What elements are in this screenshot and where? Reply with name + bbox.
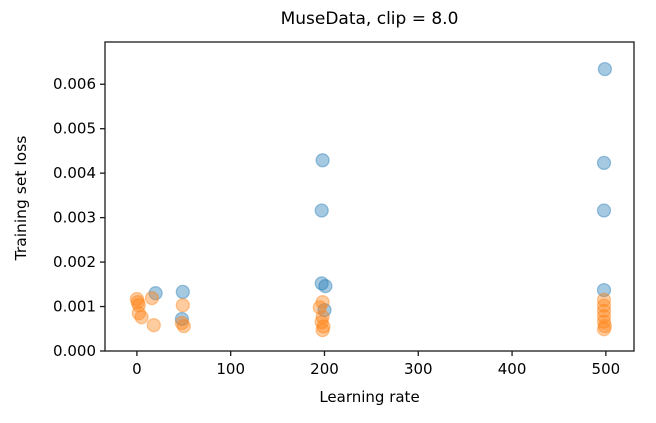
scatter-point (134, 310, 149, 325)
scatter-point (316, 319, 331, 334)
axes: 0 100 200 300 400 5000.0000.0010.0020.0030.00… (53, 41, 635, 378)
scatter-point (596, 298, 612, 313)
data-points (129, 61, 613, 338)
scatter-point (148, 286, 163, 301)
scatter-point (596, 292, 612, 308)
scatter-point (597, 318, 613, 334)
scatter-point (315, 153, 330, 168)
scatter-point (131, 306, 146, 321)
y-tick-label: 0.003 (53, 209, 96, 227)
scatter-point (144, 290, 160, 306)
scatter-point (174, 315, 190, 331)
scatter-point (596, 314, 612, 329)
scatter-point (146, 318, 161, 333)
scatter-point (314, 314, 329, 330)
scatter-point (131, 298, 146, 313)
scatter-point (315, 309, 330, 324)
scatter-point (312, 300, 327, 315)
scatter-point (596, 203, 612, 218)
y-tick-label: 0.002 (53, 253, 96, 271)
scatter-point (175, 284, 190, 300)
y-tick-label: 0.005 (53, 120, 96, 138)
scatter-point (130, 294, 145, 310)
scatter-point (596, 155, 612, 171)
scatter-point (596, 282, 612, 298)
scatter-point (174, 311, 190, 327)
x-tick-label: 100 (216, 360, 245, 378)
scatter-point (596, 322, 612, 337)
x-tick-label: 0 (132, 360, 142, 378)
scatter-point (596, 303, 612, 319)
orange-series (129, 290, 613, 338)
x-tick-label: 300 (404, 360, 433, 378)
scatter-point (315, 322, 330, 338)
scatter-point (129, 291, 145, 307)
scatter-point (314, 203, 329, 218)
x-tick-label: 400 (498, 360, 527, 378)
scatter-point (318, 278, 333, 294)
x-tick-label: 500 (592, 360, 621, 378)
y-tick-label: 0.000 (53, 342, 96, 360)
scatter-point (176, 318, 191, 334)
scatter-point (315, 294, 330, 310)
scatter-point (597, 61, 613, 77)
x-axis-label: Learning rate (319, 388, 420, 406)
plot-spines (104, 41, 635, 352)
scatter-point (175, 298, 190, 313)
chart-title: MuseData, clip = 8.0 (280, 9, 459, 29)
scatter-point (317, 302, 332, 318)
scatter-point (596, 309, 612, 324)
y-tick-label: 0.006 (53, 75, 96, 93)
y-tick-label: 0.004 (53, 164, 96, 182)
y-axis-ticks: 0.000 0.001 0.002 0.003 0.004 0.005 0.006 (53, 75, 105, 360)
x-tick-label: 200 (310, 360, 339, 378)
x-axis-ticks: 0 100 200 300 400 500 (132, 351, 620, 378)
blue-series (148, 61, 613, 327)
y-axis-label: Training set loss (12, 135, 30, 261)
scatter-point (314, 276, 329, 291)
y-tick-label: 0.001 (53, 298, 96, 316)
